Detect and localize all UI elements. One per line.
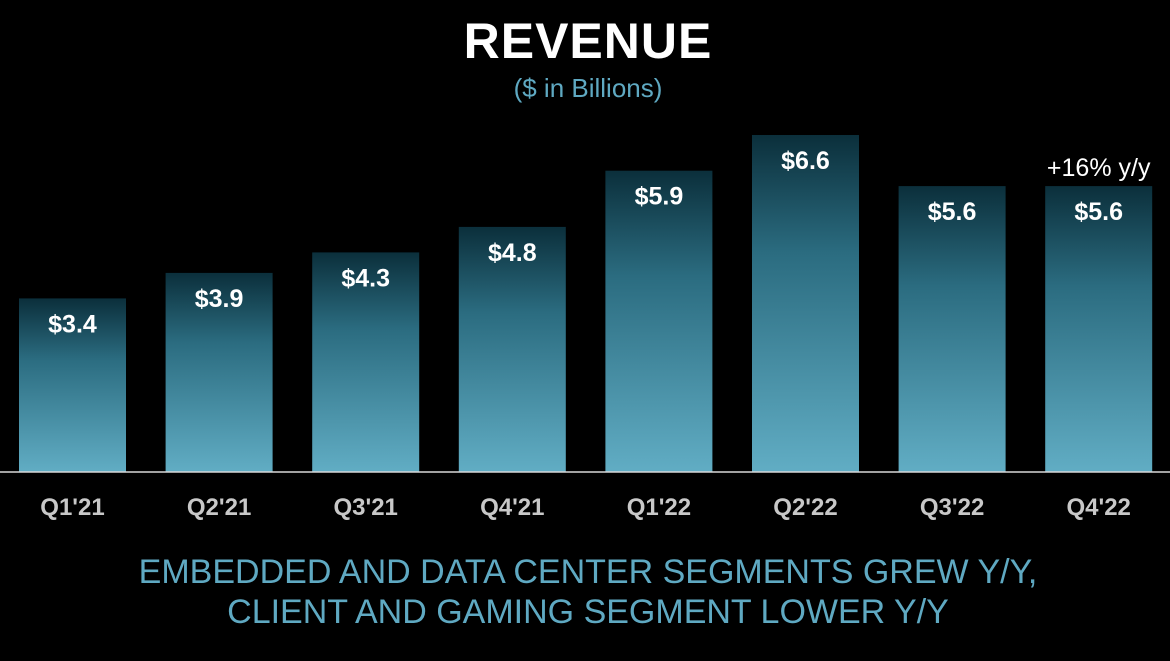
bar-q222 [752, 135, 859, 472]
data-label: $5.6 [928, 198, 977, 226]
data-label: $5.6 [1074, 198, 1123, 226]
annotations-group: +16% y/y [1047, 154, 1151, 182]
data-label: $3.9 [195, 285, 244, 313]
bar-q421 [458, 226, 566, 472]
x-tick-label: Q2'22 [773, 494, 837, 521]
x-tick-label: Q1'22 [627, 494, 691, 521]
data-label: $4.3 [341, 264, 390, 292]
revenue-bar-chart: $3.4 $3.9 $4.3 $4.8 $5.9 $6.6 $5.6 $5.6 Q1'21 Q2… [0, 135, 1170, 521]
chart-subtitle: ($ in Billions) [513, 73, 663, 103]
x-tick-label: Q4'21 [480, 494, 544, 521]
bar-q122 [605, 170, 713, 472]
data-label: $5.9 [635, 183, 684, 211]
chart-title: REVENUE [463, 13, 713, 69]
x-tick-label: Q3'21 [333, 494, 397, 521]
footer-text: EMBEDDED AND DATA CENTER SEGMENTS GREW Y… [0, 552, 1170, 632]
bars-group: $3.4 $3.9 $4.3 $4.8 $5.9 $6.6 $5.6 $5.6 [19, 135, 1153, 472]
bar-q221 [165, 272, 273, 472]
x-axis-labels: Q1'21 Q2'21 Q3'21 Q4'21 Q1'22 Q2'22 Q3'22 Q4'22 [40, 494, 1131, 521]
footer-line-2: CLIENT AND GAMING SEGMENT LOWER Y/Y [227, 593, 949, 631]
x-tick-label: Q4'22 [1066, 494, 1130, 521]
data-label: $3.4 [48, 310, 97, 338]
bar-q322 [898, 186, 1006, 472]
data-label: $4.8 [488, 239, 537, 267]
bar-q422 [1045, 186, 1153, 472]
data-label: $6.6 [781, 147, 830, 175]
yoy-growth-annotation: +16% y/y [1047, 154, 1151, 182]
bar-q121 [19, 298, 126, 472]
x-tick-label: Q2'21 [187, 494, 251, 521]
footer-line-1: EMBEDDED AND DATA CENTER SEGMENTS GREW Y… [138, 553, 1038, 591]
x-tick-label: Q3'22 [920, 494, 984, 521]
bar-q321 [312, 252, 420, 472]
x-tick-label: Q1'21 [40, 494, 104, 521]
